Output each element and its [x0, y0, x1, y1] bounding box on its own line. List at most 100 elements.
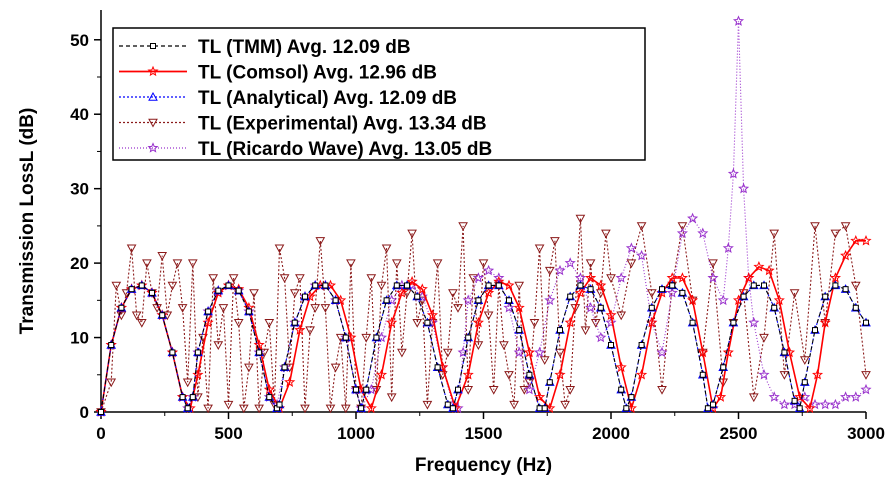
data-point-ricardo-wave — [738, 182, 750, 194]
data-point-experimental — [249, 289, 259, 298]
data-point-ricardo-wave — [768, 391, 780, 402]
data-point-ricardo-wave — [697, 227, 709, 239]
data-point-tmm — [710, 401, 716, 408]
data-point-ricardo-wave — [483, 264, 495, 276]
data-point-experimental — [131, 311, 142, 321]
data-point-experimental — [254, 404, 264, 414]
data-point-experimental — [529, 318, 540, 328]
data-point-tmm — [485, 282, 492, 289]
data-point-experimental — [330, 363, 341, 373]
data-point-tmm — [526, 371, 533, 378]
data-point-comsol — [829, 272, 841, 283]
data-point-ricardo-wave — [523, 383, 535, 395]
data-point-tmm — [577, 282, 584, 289]
data-point-experimental — [259, 348, 270, 358]
data-point-tmm — [358, 405, 365, 412]
data-point-tmm — [546, 379, 553, 386]
data-point-tmm — [276, 401, 283, 408]
data-point-comsol — [365, 402, 377, 413]
data-point-experimental — [560, 400, 570, 410]
data-point-comsol — [523, 346, 535, 358]
data-point-experimental — [850, 281, 861, 291]
data-point-ricardo-wave — [666, 287, 678, 298]
data-point-comsol — [483, 287, 495, 298]
data-point-tmm — [822, 293, 829, 300]
data-point-comsol — [406, 275, 418, 287]
data-point-tmm — [796, 405, 803, 412]
data-point-experimental — [315, 237, 326, 246]
data-point-experimental — [565, 385, 576, 395]
legend-marker-analytical — [148, 91, 158, 101]
data-point-experimental — [534, 244, 545, 254]
series-line-analytical — [100, 284, 867, 413]
data-point-tmm — [98, 409, 104, 415]
data-point-tmm — [138, 282, 145, 289]
data-point-tmm — [679, 289, 686, 296]
data-point-experimental — [310, 304, 321, 313]
data-point-experimental — [861, 371, 871, 380]
series-line-tmm — [100, 284, 867, 413]
data-point-comsol — [564, 316, 576, 328]
data-point-ricardo-wave — [574, 272, 586, 283]
legend-label-analytical: TL (Analytical) Avg. 12.09 dB — [198, 88, 457, 109]
data-point-experimental — [300, 404, 310, 414]
y-axis-title: Transmission LossL (dB) — [17, 108, 38, 335]
data-point-experimental — [320, 304, 331, 313]
data-point-tmm — [118, 304, 125, 311]
data-point-comsol — [773, 294, 785, 306]
data-point-tmm — [842, 286, 849, 293]
data-point-comsol — [687, 294, 699, 306]
data-point-experimental — [193, 393, 203, 403]
data-point-ricardo-wave — [585, 301, 597, 313]
data-point-experimental — [519, 385, 530, 395]
data-point-tmm — [720, 364, 727, 371]
x-tick-label: 500 — [214, 424, 242, 443]
data-point-tmm — [638, 342, 645, 348]
data-point-experimental — [830, 229, 841, 239]
series-experimental — [96, 214, 871, 418]
data-point-experimental — [213, 341, 224, 351]
data-point-ricardo-wave — [732, 15, 745, 26]
data-point-experimental — [305, 326, 315, 336]
data-point-experimental — [636, 222, 647, 231]
data-point-comsol — [753, 260, 765, 272]
data-point-tmm — [189, 394, 196, 401]
data-point-experimental — [570, 304, 581, 313]
data-point-comsol — [534, 391, 546, 402]
data-point-tmm — [852, 304, 859, 311]
data-point-tmm — [465, 334, 472, 341]
data-point-tmm — [557, 327, 563, 334]
data-point-comsol — [574, 287, 586, 298]
data-point-tmm — [363, 386, 370, 393]
data-point-experimental — [779, 371, 790, 380]
y-tick-label: 30 — [70, 180, 89, 199]
data-point-tmm — [618, 386, 625, 393]
data-point-comsol — [284, 376, 296, 387]
data-point-experimental — [422, 400, 433, 410]
data-point-experimental — [397, 348, 407, 358]
y-tick-label: 40 — [70, 105, 89, 124]
data-point-tmm — [475, 297, 482, 304]
data-point-tmm — [342, 334, 349, 341]
legend-label-experimental: TL (Experimental) Avg. 13.34 dB — [198, 114, 487, 135]
data-point-experimental — [126, 244, 137, 254]
data-point-experimental — [284, 363, 295, 373]
legend-marker-comsol — [147, 65, 159, 77]
data-point-comsol — [253, 339, 265, 350]
data-point-experimental — [789, 289, 800, 298]
data-point-comsol — [715, 391, 727, 402]
data-point-experimental — [335, 333, 346, 343]
data-point-experimental — [371, 385, 382, 395]
data-point-comsol — [605, 309, 617, 320]
data-point-tmm — [781, 349, 788, 356]
data-point-tmm — [541, 405, 548, 412]
data-point-tmm — [291, 319, 298, 326]
data-point-tmm — [404, 282, 410, 289]
data-point-tmm — [245, 308, 252, 315]
data-point-experimental — [448, 289, 458, 298]
data-point-experimental — [182, 378, 193, 388]
data-point-tmm — [444, 401, 451, 408]
data-point-tmm — [179, 394, 186, 401]
data-point-comsol — [554, 368, 566, 380]
